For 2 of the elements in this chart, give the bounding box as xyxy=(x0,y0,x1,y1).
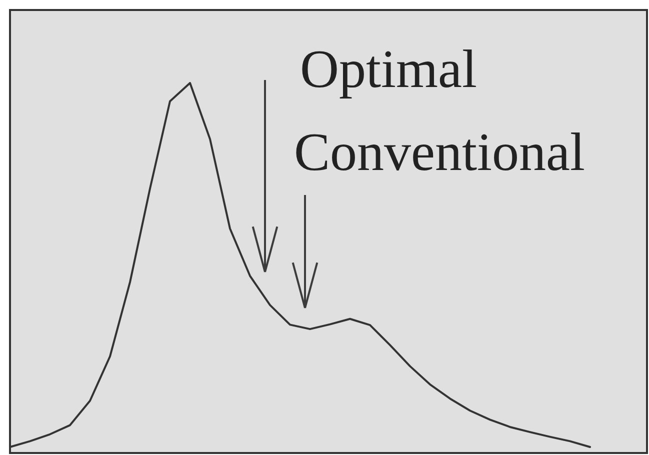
annotation: Conventional xyxy=(294,122,585,182)
annotation: Optimal xyxy=(300,39,477,99)
